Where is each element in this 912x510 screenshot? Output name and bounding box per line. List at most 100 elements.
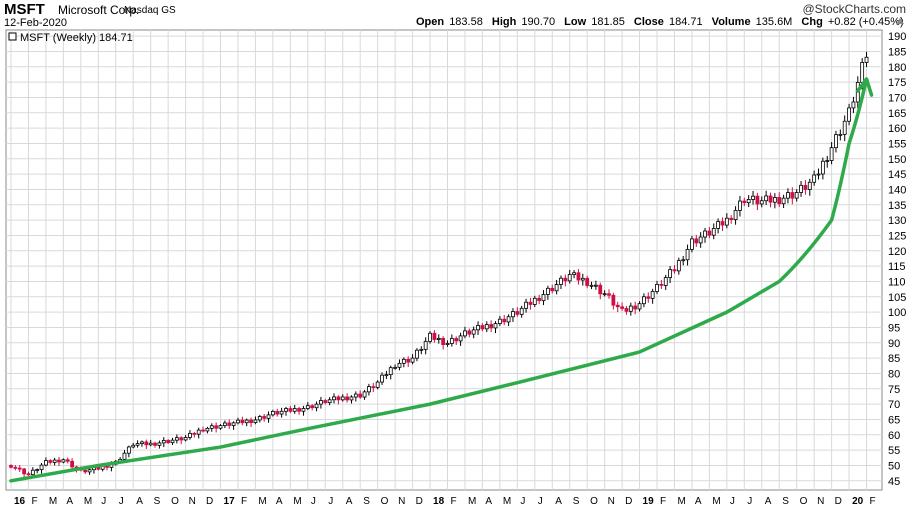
candle-body	[244, 419, 249, 424]
chart-date: 12-Feb-2020	[4, 17, 67, 29]
candle-body	[497, 318, 502, 324]
candle-body	[834, 134, 838, 149]
candle-body	[406, 358, 411, 363]
x-tick-label: M	[677, 496, 685, 507]
x-tick-label: A	[765, 496, 772, 507]
candle-body	[524, 301, 528, 309]
candle-body	[445, 343, 450, 345]
x-tick-label: J	[747, 496, 752, 507]
y-tick-label: 165	[888, 108, 906, 120]
candle-body	[511, 311, 515, 318]
candle-body	[812, 174, 817, 183]
candle-body	[153, 442, 157, 446]
candle-body	[61, 459, 66, 463]
x-tick-label: F	[450, 496, 456, 507]
candle-body	[174, 437, 179, 441]
x-tick-label: F	[241, 496, 247, 507]
candle-body	[480, 325, 485, 330]
x-tick-label: M	[468, 496, 476, 507]
candle-body	[633, 305, 638, 310]
y-tick-label: 100	[888, 307, 906, 319]
candle-body	[310, 405, 315, 409]
candle-body	[135, 443, 140, 446]
y-tick-label: 185	[888, 46, 906, 58]
candle-body	[772, 197, 777, 203]
candle-body	[201, 429, 205, 432]
brand-label[interactable]: @StockCharts.com	[802, 2, 906, 16]
candle-body	[720, 221, 725, 226]
collapse-arrow-icon[interactable]	[896, 18, 904, 24]
candle-body	[148, 442, 153, 446]
y-tick-label: 45	[888, 476, 900, 488]
candle-body	[716, 221, 721, 229]
chg-label: Chg	[801, 16, 823, 28]
y-tick-label: 70	[888, 399, 900, 411]
candle-body	[140, 441, 144, 444]
candle-body	[668, 269, 673, 278]
candle-body	[57, 459, 61, 463]
chg-value: +0.82 (+0.45%)	[827, 16, 904, 28]
candle-body	[799, 184, 803, 193]
candle-body	[471, 329, 476, 335]
candle-body	[685, 248, 690, 261]
candle-body	[694, 238, 699, 244]
candle-body	[585, 277, 590, 286]
candle-body	[9, 465, 13, 468]
candle-body	[807, 181, 812, 190]
open-value: 183.58	[449, 16, 483, 28]
candle-body	[528, 301, 533, 305]
candle-body	[314, 403, 319, 409]
candle-body	[532, 297, 537, 305]
candle-body	[380, 374, 384, 383]
candle-body	[838, 133, 843, 136]
candle-body	[17, 467, 22, 470]
candle-body	[144, 441, 149, 446]
candle-body	[703, 230, 707, 238]
candle-body	[690, 238, 694, 250]
candle-body	[336, 396, 341, 401]
candle-body	[13, 466, 18, 469]
candle-body	[183, 437, 188, 441]
y-tick-label: 170	[888, 92, 906, 104]
candle-body	[541, 294, 546, 302]
candle-body	[729, 217, 734, 221]
candle-body	[454, 338, 459, 342]
x-tick-label: D	[625, 496, 632, 507]
x-tick-label: N	[608, 496, 615, 507]
candle-body	[655, 284, 659, 292]
candle-body	[724, 217, 729, 226]
chart-header: MSFT Microsoft Corp. Nasdaq GS 12-Feb-20…	[0, 0, 912, 30]
candle-body	[275, 410, 280, 415]
x-tick-label: M	[503, 496, 511, 507]
candle-body	[506, 316, 511, 323]
x-tick-label: J	[538, 496, 543, 507]
x-tick-label: O	[800, 496, 808, 507]
x-tick-label: J	[311, 496, 316, 507]
low-value: 181.85	[591, 16, 625, 28]
candle-body	[493, 323, 498, 329]
candle-body	[214, 425, 219, 429]
x-tick-label: O	[590, 496, 598, 507]
candle-body	[105, 465, 109, 468]
candle-body	[829, 147, 834, 161]
candle-body	[432, 332, 437, 340]
x-tick-label: J	[328, 496, 333, 507]
candle-body	[545, 287, 550, 295]
candle-body	[96, 467, 101, 470]
y-tick-label: 155	[888, 138, 906, 150]
high-label: High	[491, 16, 517, 28]
candle-body	[436, 337, 441, 340]
candle-body	[170, 439, 175, 444]
legend-text: MSFT (Weekly) 184.71	[20, 32, 133, 44]
x-tick-label: N	[398, 496, 405, 507]
y-tick-label: 120	[888, 246, 906, 258]
candle-body	[384, 374, 389, 377]
candle-body	[240, 419, 245, 424]
candle-body	[231, 422, 236, 426]
x-tick-label: M	[293, 496, 301, 507]
candle-body	[249, 419, 253, 424]
candle-body	[659, 284, 664, 286]
x-tick-label: N	[189, 496, 196, 507]
candle-body	[567, 274, 572, 282]
